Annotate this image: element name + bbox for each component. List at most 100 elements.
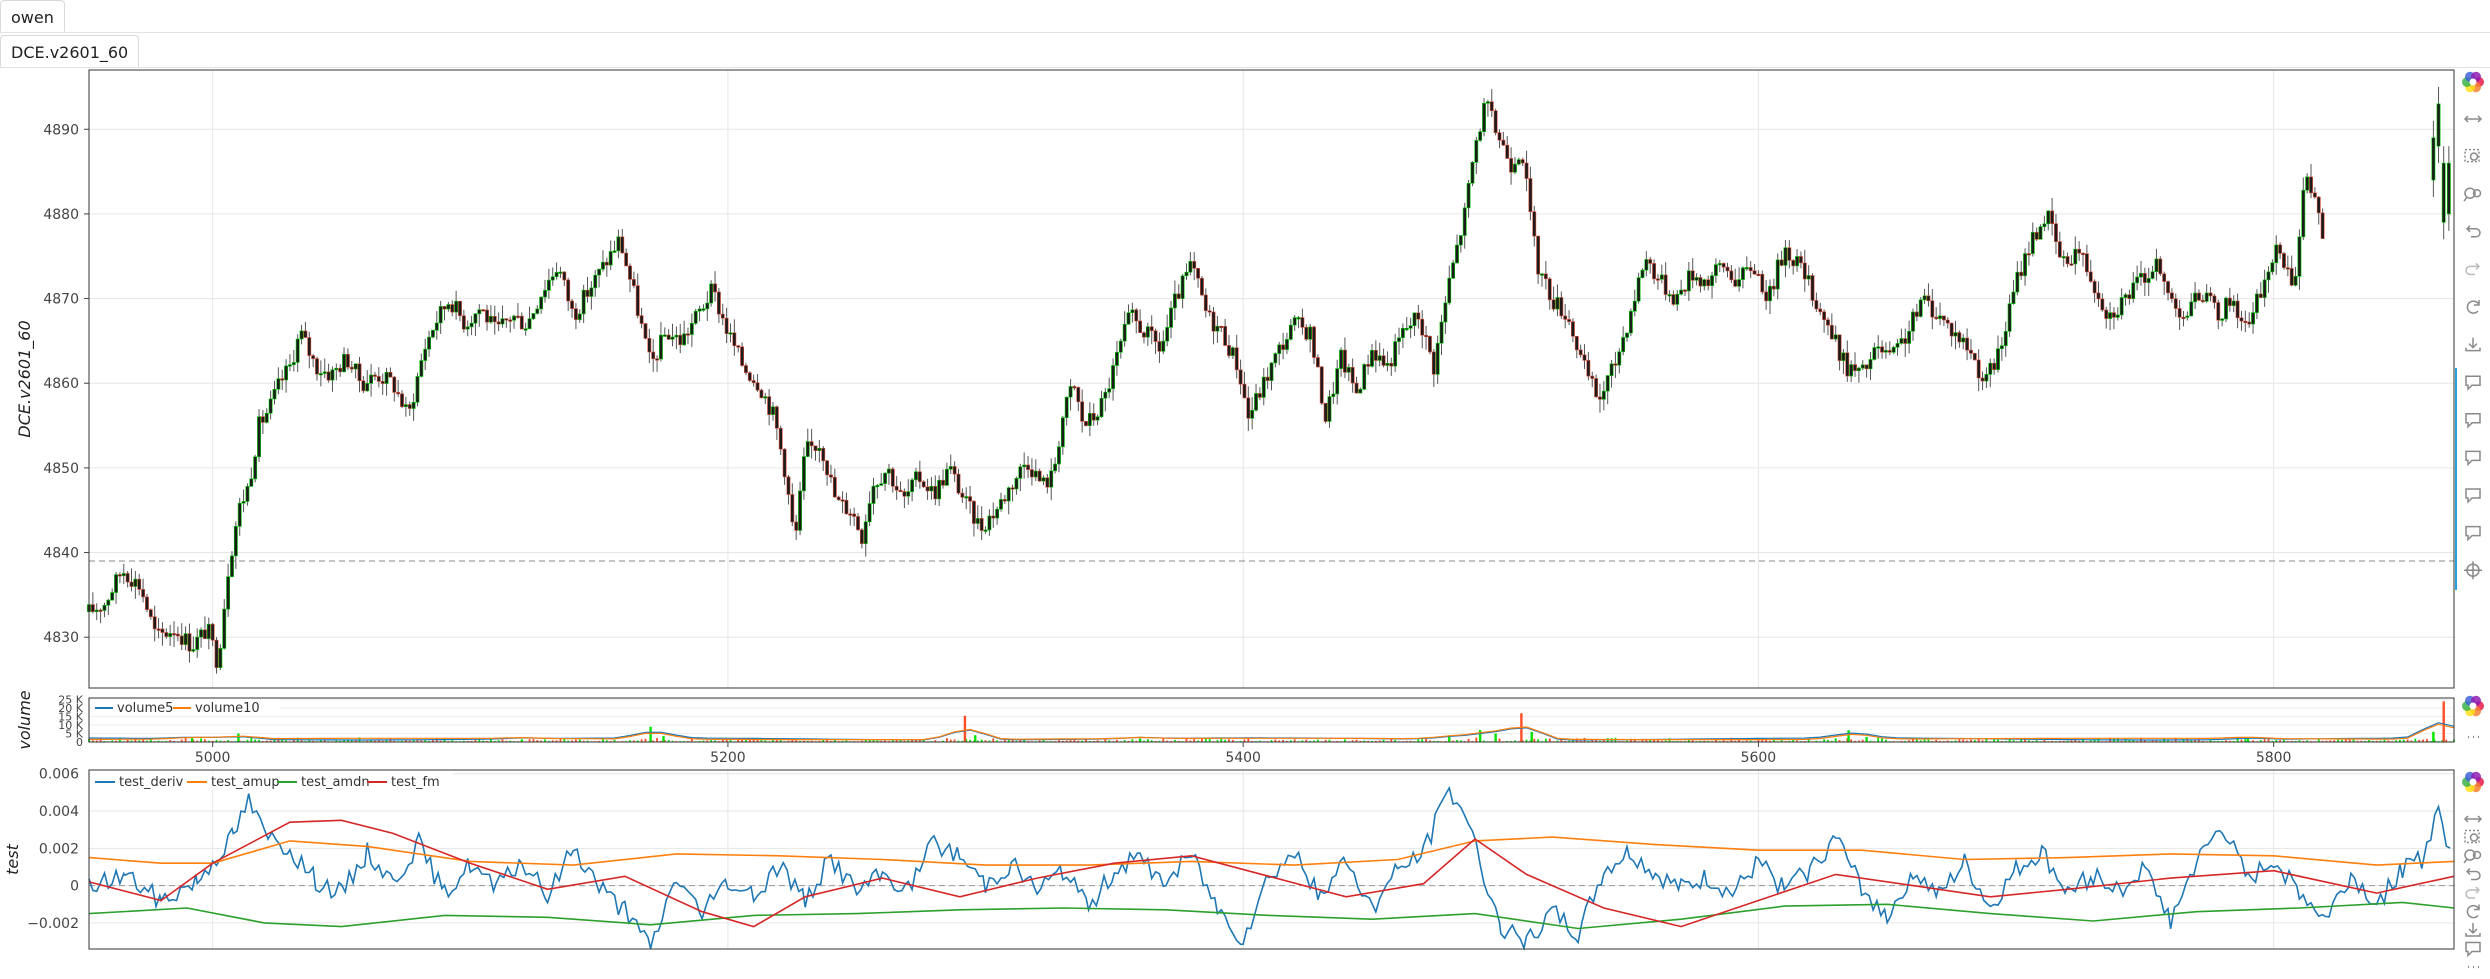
candle-body	[1200, 277, 1204, 296]
volume-bar	[269, 740, 272, 742]
volume-bar	[192, 739, 195, 742]
candle-body	[458, 300, 462, 316]
candle-body	[1258, 393, 1262, 398]
volume-bar	[1116, 739, 1118, 742]
volume-bar	[462, 740, 465, 742]
candle-body	[114, 574, 118, 593]
reset-icon[interactable]	[2466, 904, 2480, 919]
candle-body	[2220, 318, 2225, 321]
candle-body	[1710, 275, 1714, 286]
crosshair-icon[interactable]	[2464, 561, 2482, 580]
candle-body	[2050, 210, 2055, 224]
redo-icon[interactable]	[2465, 886, 2481, 899]
redo-icon[interactable]	[2465, 262, 2481, 276]
hover-icon[interactable]	[2465, 375, 2481, 392]
candle-body	[2204, 292, 2209, 302]
reset-icon[interactable]	[2466, 300, 2480, 314]
candle-body	[1397, 337, 1401, 342]
bokeh-logo-icon[interactable]	[2462, 771, 2484, 793]
candle-body	[1227, 345, 1231, 356]
candle-body	[500, 318, 505, 325]
volume-bar	[1649, 739, 1652, 742]
candle-body	[1911, 311, 1915, 332]
candle-body	[1002, 499, 1007, 502]
save-icon[interactable]	[2465, 337, 2481, 352]
volume-bar	[1749, 740, 1752, 742]
volume-bar	[1738, 739, 1740, 742]
volume-bar	[640, 739, 643, 742]
candle-body	[326, 371, 331, 381]
volume-bar	[370, 739, 372, 742]
pan-icon[interactable]	[2463, 815, 2483, 823]
candle-body	[1516, 159, 1521, 165]
price-plot-border	[88, 69, 2455, 689]
volume-bar	[1997, 739, 1999, 742]
candle-body	[1346, 367, 1351, 373]
volume-bar	[1023, 739, 1026, 742]
hover-icon[interactable]	[2465, 941, 2481, 958]
candle-body	[2166, 281, 2170, 294]
box-zoom-icon[interactable]	[2464, 829, 2480, 844]
candle-body	[2446, 162, 2451, 215]
candle-body	[284, 365, 288, 381]
hover-icon[interactable]	[2465, 413, 2481, 429]
candle-body	[778, 427, 783, 450]
volume-bar	[903, 740, 906, 742]
save-icon[interactable]	[2465, 923, 2481, 937]
candle-body	[1331, 393, 1336, 397]
volume-bar	[2078, 740, 2081, 742]
volume-bar	[1231, 739, 1234, 742]
candle-body	[2034, 232, 2039, 240]
candle-body	[1752, 270, 1757, 275]
candle-body	[1547, 278, 1552, 301]
candle-body	[1590, 375, 1595, 379]
candle-body	[979, 518, 984, 531]
box-zoom-icon[interactable]	[2464, 148, 2480, 163]
wheel-zoom-icon[interactable]	[2463, 849, 2482, 864]
candle-body	[1756, 273, 1761, 276]
volume-bar	[752, 739, 755, 742]
volume-bar	[2383, 739, 2386, 742]
candle-body	[1138, 320, 1143, 333]
hover-icon[interactable]	[2465, 450, 2481, 467]
volume-bar	[2368, 740, 2370, 742]
candle-body	[164, 632, 169, 637]
undo-icon[interactable]	[2465, 225, 2481, 238]
volume-bar	[528, 739, 531, 742]
candle-body	[1876, 346, 1881, 349]
candle-body	[2297, 236, 2302, 277]
candle-body	[755, 382, 760, 391]
volume-bar	[2433, 739, 2436, 742]
volume-bar	[1344, 739, 1346, 742]
volume-bar	[2120, 740, 2123, 742]
hover-icon[interactable]	[2465, 488, 2481, 504]
candle-body	[1806, 275, 1811, 280]
volume-bar	[540, 740, 543, 742]
pan-icon[interactable]	[2463, 115, 2483, 123]
candle-body	[1288, 324, 1293, 340]
candle-body	[1965, 337, 1969, 351]
volume-spike-bar	[520, 739, 524, 742]
candle-body	[1458, 235, 1463, 246]
wheel-zoom-icon[interactable]	[2463, 187, 2482, 202]
volume-bar	[250, 737, 253, 742]
candle-body	[1242, 383, 1247, 399]
candle-body	[1431, 351, 1436, 375]
candle-body	[1451, 262, 1456, 279]
undo-icon[interactable]	[2465, 867, 2481, 881]
candle-body	[852, 513, 857, 517]
candle-body	[1601, 390, 1606, 400]
tab-owen[interactable]: owen	[0, 0, 65, 32]
volume-bar	[1780, 739, 1783, 742]
candle-body	[218, 648, 223, 668]
hover-icon[interactable]	[2465, 525, 2481, 542]
tab-dce-v2601-60[interactable]: DCE.v2601_60	[0, 35, 140, 67]
candle-body	[1443, 302, 1448, 323]
candle-body	[1903, 338, 1908, 344]
bokeh-logo-icon[interactable]	[2462, 71, 2484, 93]
candle-body	[1652, 263, 1656, 280]
bokeh-logo-icon[interactable]	[2462, 695, 2484, 717]
candle-body	[2065, 256, 2070, 265]
candle-body	[639, 315, 644, 324]
candle-body	[2150, 271, 2155, 279]
